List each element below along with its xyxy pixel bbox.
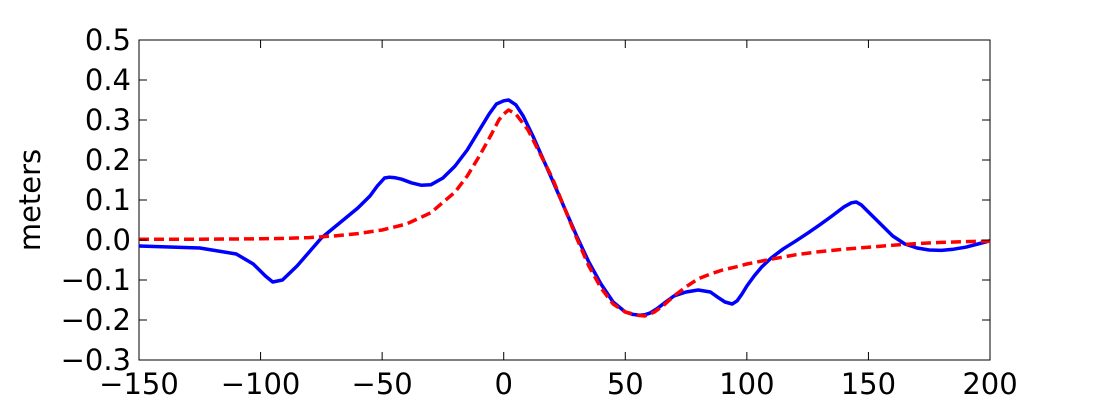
- x-tick-label: −100: [221, 367, 301, 400]
- y-tick-label: 0.3: [85, 103, 131, 137]
- x-tick-label: 50: [607, 367, 644, 400]
- x-tick-label: 0: [494, 367, 512, 400]
- x-tick-label: 150: [841, 367, 896, 400]
- y-tick-label: −0.3: [61, 343, 131, 377]
- y-tick-label: −0.1: [61, 263, 131, 297]
- x-tick-label: −150: [99, 367, 179, 400]
- y-tick-label: 0.0: [85, 223, 131, 257]
- series-line-1: [138, 98, 991, 317]
- y-tick-label: 0.1: [85, 183, 131, 217]
- y-tick-label: 0.5: [85, 23, 131, 57]
- x-tick-label: −50: [352, 367, 413, 400]
- y-tick-label: 0.4: [85, 63, 131, 97]
- x-tick-label: 100: [719, 367, 774, 400]
- y-tick-label: 0.2: [85, 143, 131, 177]
- y-axis-label: meters: [13, 149, 47, 251]
- plot-frame: [138, 39, 991, 361]
- y-tick-label: −0.2: [61, 303, 131, 337]
- plot-area: −150 −100 −50 0 50 100 150 200 −0.3 −0.2 −0.1 0.0 0.…: [61, 23, 1018, 400]
- series-line-2: [139, 108, 991, 318]
- x-tick-label: 200: [962, 367, 1017, 400]
